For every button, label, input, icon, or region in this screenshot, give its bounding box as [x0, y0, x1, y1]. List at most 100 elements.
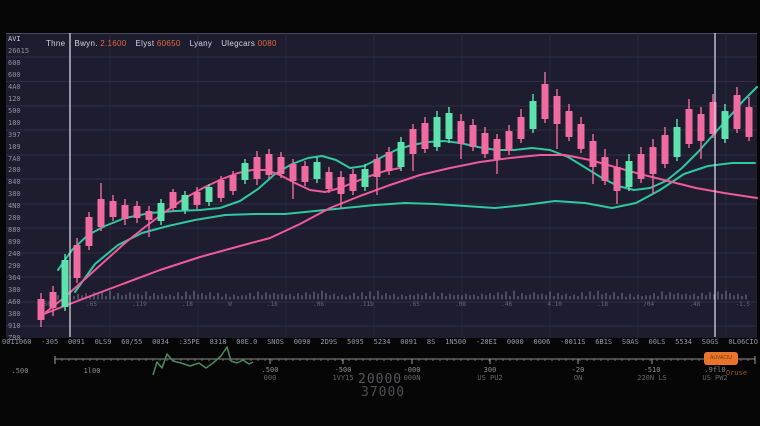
price-axis-label: A60 — [8, 297, 21, 306]
price-axis-label: 840 — [8, 178, 21, 187]
legend-item: Bwyn. 2.1600 — [74, 38, 127, 48]
price-axis-label: 4N0 — [8, 202, 21, 211]
candle-body — [445, 113, 453, 139]
time-axis-label: 0LS9 — [94, 338, 112, 346]
candle-body — [49, 292, 57, 308]
action-button[interactable]: AUVACIU — [704, 352, 738, 365]
price-axis-label: 380 — [8, 285, 21, 294]
time-axis: 0011060 -305 0091 0LS9 60/55 0034:35PE 8318 00E… — [2, 338, 758, 346]
scrubber-tick-value: -000 — [403, 366, 421, 374]
candle-body — [433, 117, 441, 147]
candle-body — [361, 169, 369, 187]
price-axis-label: 7A0 — [8, 154, 21, 163]
scrubber-tick-label: -500 1VY15 — [332, 366, 353, 382]
price-axis-label: 880 — [8, 226, 21, 235]
price-axis-label: 397 — [8, 130, 21, 139]
candle-body — [121, 205, 129, 219]
scrubber-tick-value: 300 — [483, 366, 497, 374]
micro-tick-label: 4.10 — [547, 301, 562, 308]
candle-body — [397, 142, 405, 167]
price-axis-label: 890 — [8, 238, 21, 247]
price-axis-label: 608 — [8, 58, 21, 67]
candle-body — [625, 161, 633, 187]
legend-item: Elyst 60650 — [135, 38, 181, 48]
candle-body — [349, 174, 357, 191]
candle-body — [613, 167, 621, 191]
price-axis-label: 280 — [8, 166, 21, 175]
micro-tick-labels: .50 .65 .119 .18 W .16 .06 .11b .65 .08 .46 4.10 .18… — [40, 301, 750, 308]
candle-body — [133, 206, 141, 218]
price-axis-label: 240 — [8, 250, 21, 259]
time-axis-label: 5095 — [347, 338, 364, 346]
scrubber-tick-label: 300 US PU2 — [477, 366, 502, 382]
ma-pink-slow — [43, 154, 758, 315]
candle-body — [469, 125, 477, 147]
candlestick-series — [37, 72, 753, 327]
price-axis-label: 280 — [8, 214, 21, 223]
scrubber-orange-note: Oruse — [726, 369, 748, 377]
time-axis-label: 0091 — [67, 338, 85, 346]
candle-body — [745, 107, 753, 137]
price-axis-label: 26615 — [8, 46, 30, 55]
candle-body — [169, 192, 177, 208]
candle-body — [493, 139, 501, 159]
scrubber-tick-value: -510 — [643, 366, 661, 374]
candle-body — [685, 109, 693, 144]
time-axis-label: 5534 — [675, 338, 692, 346]
candle-body — [565, 111, 573, 137]
time-axis-label: 0L06CIO — [728, 338, 758, 346]
candle-body — [313, 162, 321, 179]
time-axis-label: 8318 — [209, 338, 227, 346]
candle-body — [301, 166, 309, 182]
candle-body — [97, 199, 105, 227]
candle-body — [733, 95, 741, 129]
candle-body — [37, 299, 45, 320]
price-axis-label: 180 — [8, 118, 21, 127]
price-axis-label: 600 — [8, 70, 21, 79]
micro-tick-label: -1.5 — [735, 301, 750, 308]
scrubber-value-primary: 20000 — [358, 372, 403, 387]
micro-tick-label: .50 — [40, 301, 51, 308]
price-axis-label: Z80 — [8, 333, 21, 342]
candle-body — [109, 201, 117, 217]
candle-body — [577, 124, 585, 149]
micro-tick-label: .11b — [359, 301, 374, 308]
time-axis-label: 6B1S — [595, 338, 613, 346]
time-axis-label: 0011060 — [2, 338, 32, 346]
candle-body — [289, 164, 297, 181]
candle-body — [649, 147, 657, 174]
candle-body — [541, 84, 549, 119]
micro-tick-label: .06 — [313, 301, 324, 308]
candle-body — [529, 101, 537, 129]
scrubber-tick-value: .500 — [261, 366, 279, 374]
candle-body — [181, 195, 189, 210]
time-axis-label: 00E.0 — [236, 338, 258, 346]
time-axis-label: S0AS — [621, 338, 639, 346]
scrubber-tick-caption: 000N — [403, 374, 421, 383]
micro-tick-label: /04 — [643, 301, 655, 308]
candle-body — [157, 203, 165, 221]
scrubber-tick-value: -500 — [334, 366, 352, 374]
candle-body — [457, 121, 465, 144]
time-axis-label: -0011S — [560, 338, 586, 346]
overview-sparkline — [152, 346, 254, 376]
candle-body — [421, 123, 429, 149]
price-axis-label: 364 — [8, 274, 21, 282]
price-axis-label: AVI — [8, 35, 21, 43]
scrubber-tick-value: .9fl0 — [704, 366, 726, 374]
legend-item: Thne — [46, 38, 66, 48]
candle-body — [145, 211, 153, 220]
candle-body — [385, 152, 393, 171]
candle-body — [505, 131, 513, 151]
time-axis-label: 0006 — [533, 338, 551, 346]
price-axis-label: 500 — [8, 106, 21, 115]
scrubber-value-secondary: 37000 — [361, 385, 406, 400]
volume-ticks — [57, 290, 747, 300]
time-axis-label: 1N500 — [445, 338, 467, 346]
time-axis-label: 2D9S — [320, 338, 338, 346]
micro-tick-label: .65 — [409, 301, 420, 308]
micro-tick-label: .16 — [267, 301, 278, 308]
candle-body — [661, 135, 669, 164]
gridlines — [6, 33, 757, 337]
